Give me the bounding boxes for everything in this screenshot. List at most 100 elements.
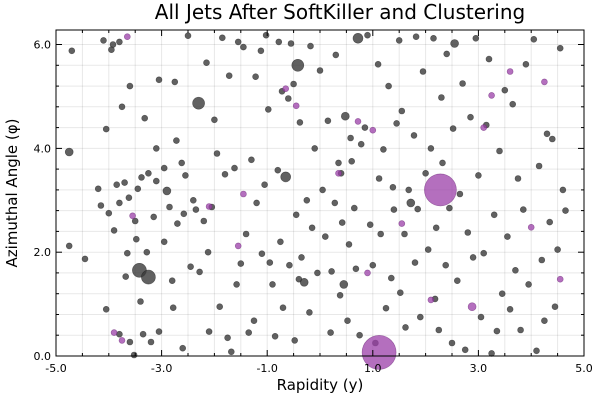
jet-point <box>124 249 131 257</box>
jet-point <box>350 204 358 212</box>
jet-point <box>443 50 451 58</box>
jet-point <box>375 175 383 182</box>
jet-point <box>105 209 113 217</box>
jet-point <box>356 331 363 339</box>
jet-point-highlight <box>361 335 397 370</box>
jet-point <box>477 313 485 321</box>
jet-point <box>380 146 387 153</box>
jet-point <box>396 289 404 297</box>
jet-point <box>291 337 299 344</box>
jet-point-highlight <box>335 170 342 177</box>
jet-point-highlight <box>364 269 371 277</box>
jet-point <box>122 273 129 280</box>
jet-point <box>525 281 532 288</box>
jet-point <box>160 164 168 172</box>
jet-point <box>68 47 76 55</box>
jet-point <box>221 171 229 178</box>
jet-point <box>469 254 477 261</box>
jet-point <box>419 68 427 75</box>
jet-point-highlight <box>506 68 514 75</box>
jet-point <box>290 80 297 88</box>
jet-point <box>336 291 344 299</box>
jet-point <box>390 206 398 213</box>
jet-point <box>133 235 140 243</box>
jet-point <box>240 43 247 51</box>
y-axis-label: Azimuthal Angle (φ) <box>3 119 21 268</box>
jet-point-highlight <box>427 296 435 304</box>
jet-point <box>141 269 156 285</box>
jet-point <box>338 219 346 226</box>
jet-point <box>262 31 270 39</box>
jet-point <box>153 177 160 185</box>
jet-point <box>213 150 221 157</box>
jet-point <box>166 203 173 211</box>
jet-point-highlight <box>205 203 213 210</box>
jet-point-highlight <box>110 329 118 336</box>
jet-point <box>335 159 342 167</box>
jet-point <box>357 140 365 148</box>
jet-point <box>501 86 509 94</box>
jet-point <box>439 159 446 167</box>
x-tick-label: 1.0 <box>364 362 382 375</box>
jet-point <box>377 230 385 238</box>
jet-point <box>517 326 524 334</box>
jet-point <box>314 269 321 277</box>
jet-point <box>393 120 400 127</box>
x-tick-label: 5.0 <box>575 362 593 375</box>
jet-point <box>180 210 188 218</box>
jet-point-highlight <box>282 85 290 92</box>
jet-point <box>475 172 482 179</box>
jet-point-highlight <box>369 126 377 134</box>
jet-point <box>449 125 457 132</box>
jet-point <box>303 197 311 204</box>
jet-point <box>339 280 349 289</box>
tick-labels: -5.0 -3.0 -1.0 1.0 3.0 5.0 0.0 2.0 4.0 6.0 <box>34 39 593 376</box>
jet-point <box>509 100 517 108</box>
jet-point <box>184 32 192 40</box>
jet-point <box>411 259 419 266</box>
jet-point <box>546 218 554 226</box>
jet-point <box>224 334 231 342</box>
jet-point <box>192 96 205 110</box>
jet-point <box>374 61 382 68</box>
jet-point <box>435 326 443 334</box>
jet-point <box>245 329 252 336</box>
jet-point <box>406 198 416 208</box>
jet-point <box>395 37 403 44</box>
jet-point <box>319 186 326 194</box>
y-tick-label: 4.0 <box>34 142 52 155</box>
jet-point <box>258 250 266 257</box>
jet-point <box>190 197 197 204</box>
jet-point <box>459 80 466 87</box>
jet-point <box>427 145 435 152</box>
jet-point <box>448 339 456 347</box>
jet-point <box>430 34 437 42</box>
jet-point <box>203 59 210 67</box>
jet-point <box>109 41 117 48</box>
jet-point <box>298 254 305 261</box>
jet-point <box>284 95 292 102</box>
y-tick-label: 0.0 <box>34 350 52 363</box>
jet-point <box>113 181 120 188</box>
jet-point <box>100 37 107 44</box>
jet-point <box>446 204 453 212</box>
jet-point-highlight <box>424 173 457 207</box>
jet-point <box>225 72 233 79</box>
jet-point <box>352 32 364 44</box>
jet-point <box>150 213 157 221</box>
jet-point <box>139 330 147 338</box>
jet-point <box>533 347 540 355</box>
jet-point <box>506 305 514 313</box>
jet-point <box>328 268 335 275</box>
jet-point <box>559 186 567 194</box>
jet-point-highlight <box>556 275 564 283</box>
jet-point <box>321 233 329 240</box>
jet-point <box>137 298 144 305</box>
jet-point <box>519 206 527 213</box>
x-tick-label: -1.0 <box>256 362 277 375</box>
jet-point <box>196 268 203 276</box>
jet-point <box>274 166 282 174</box>
jet-point <box>261 181 268 188</box>
jet-point <box>347 134 354 142</box>
jet-point-highlight <box>527 224 535 231</box>
